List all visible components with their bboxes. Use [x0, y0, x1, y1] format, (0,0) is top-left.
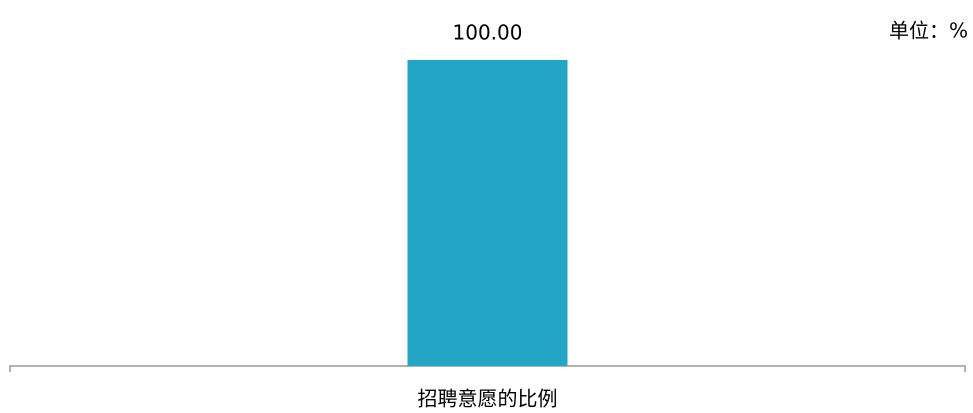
x-axis [9, 365, 966, 372]
bar [407, 60, 568, 366]
x-tick-label: 招聘意愿的比例 [418, 387, 558, 411]
value-label: 100.00 [453, 21, 523, 45]
unit-label: 单位：% [889, 19, 968, 43]
